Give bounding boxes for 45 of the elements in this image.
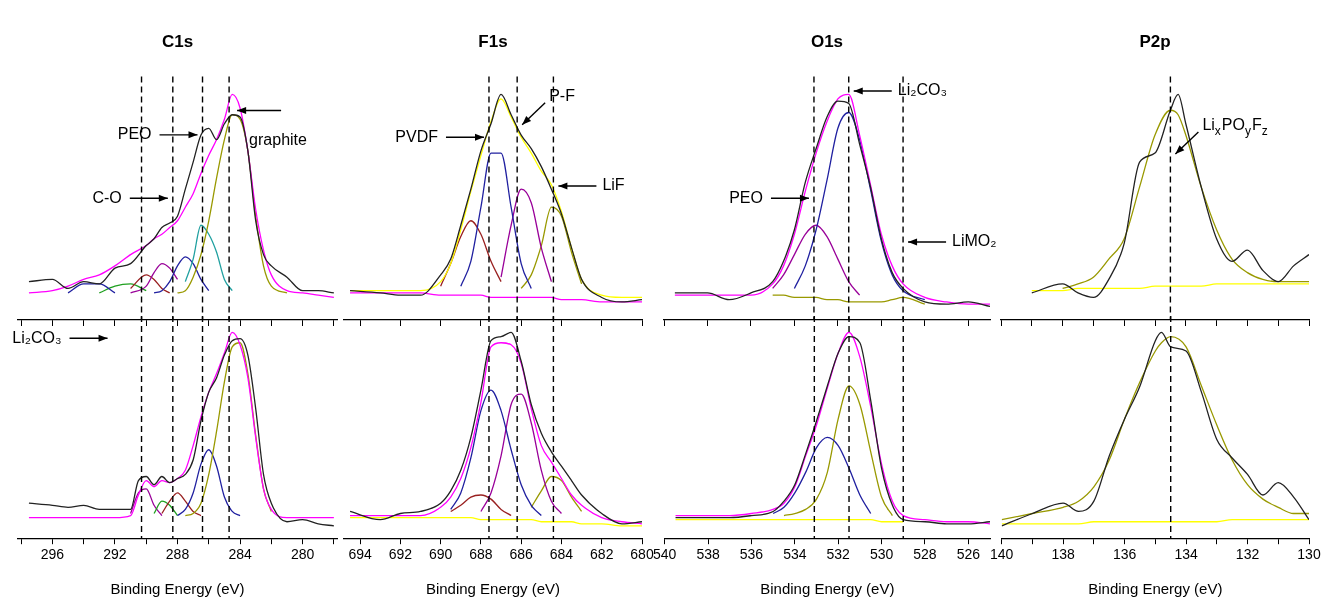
x-tick-label: 136 [1112,546,1137,563]
ref-line-label: Li₂CO₃ [897,81,947,99]
x-tick-label: 140 [990,546,1014,563]
x-tick-label: 684 [549,546,574,563]
x-tick-label: 296 [40,546,65,563]
x-tick-label: 688 [469,546,493,563]
x-tick-label: 292 [103,546,127,563]
ref-line-label: LiMO₂ [952,232,997,250]
x-tick-label: 686 [509,546,534,563]
x-tick-label: 528 [913,546,937,563]
x-tick-label: 538 [696,546,720,563]
x-tick-label: 530 [869,546,894,563]
ref-line-label: PEO [729,188,763,206]
ref-line-label: graphite [249,130,308,148]
ref-line-label: PVDF [395,127,439,145]
x-tick-label: 526 [956,546,981,563]
chart-title: P2p [1139,31,1171,51]
ref-line-label: C-O [92,188,122,206]
x-axis-title: Binding Energy (eV) [760,580,895,598]
chart-title: C1s [161,31,194,51]
ref-line-label: LiF [602,176,625,194]
chart-title: F1s [478,31,508,51]
x-tick-label: 680 [630,546,654,563]
x-tick-label: 540 [653,546,677,563]
x-axis-title: Binding Energy (eV) [425,580,561,598]
chart-title: O1s [810,31,844,51]
x-tick-label: 138 [1051,546,1076,563]
x-tick-label: 288 [165,546,190,563]
x-tick-label: 132 [1235,546,1260,563]
ref-line-label: Li₂CO₃ [12,328,62,346]
x-tick-label: 134 [1174,546,1198,563]
ref-line-label: P-F [549,87,576,105]
x-tick-label: 536 [739,546,764,563]
x-tick-label: 690 [428,546,453,563]
ref-line-label: PEO [117,125,152,143]
x-axis-title: Binding Energy (eV) [110,580,245,598]
x-tick-label: 694 [348,546,372,563]
x-tick-label: 692 [388,546,413,563]
x-tick-label: 284 [228,546,252,563]
x-tick-label: 532 [826,546,851,563]
x-tick-label: 130 [1297,546,1321,563]
x-tick-label: 534 [783,546,807,563]
x-axis-title: Binding Energy (eV) [1088,580,1223,598]
x-tick-label: 280 [290,546,315,563]
x-tick-label: 682 [590,546,614,563]
